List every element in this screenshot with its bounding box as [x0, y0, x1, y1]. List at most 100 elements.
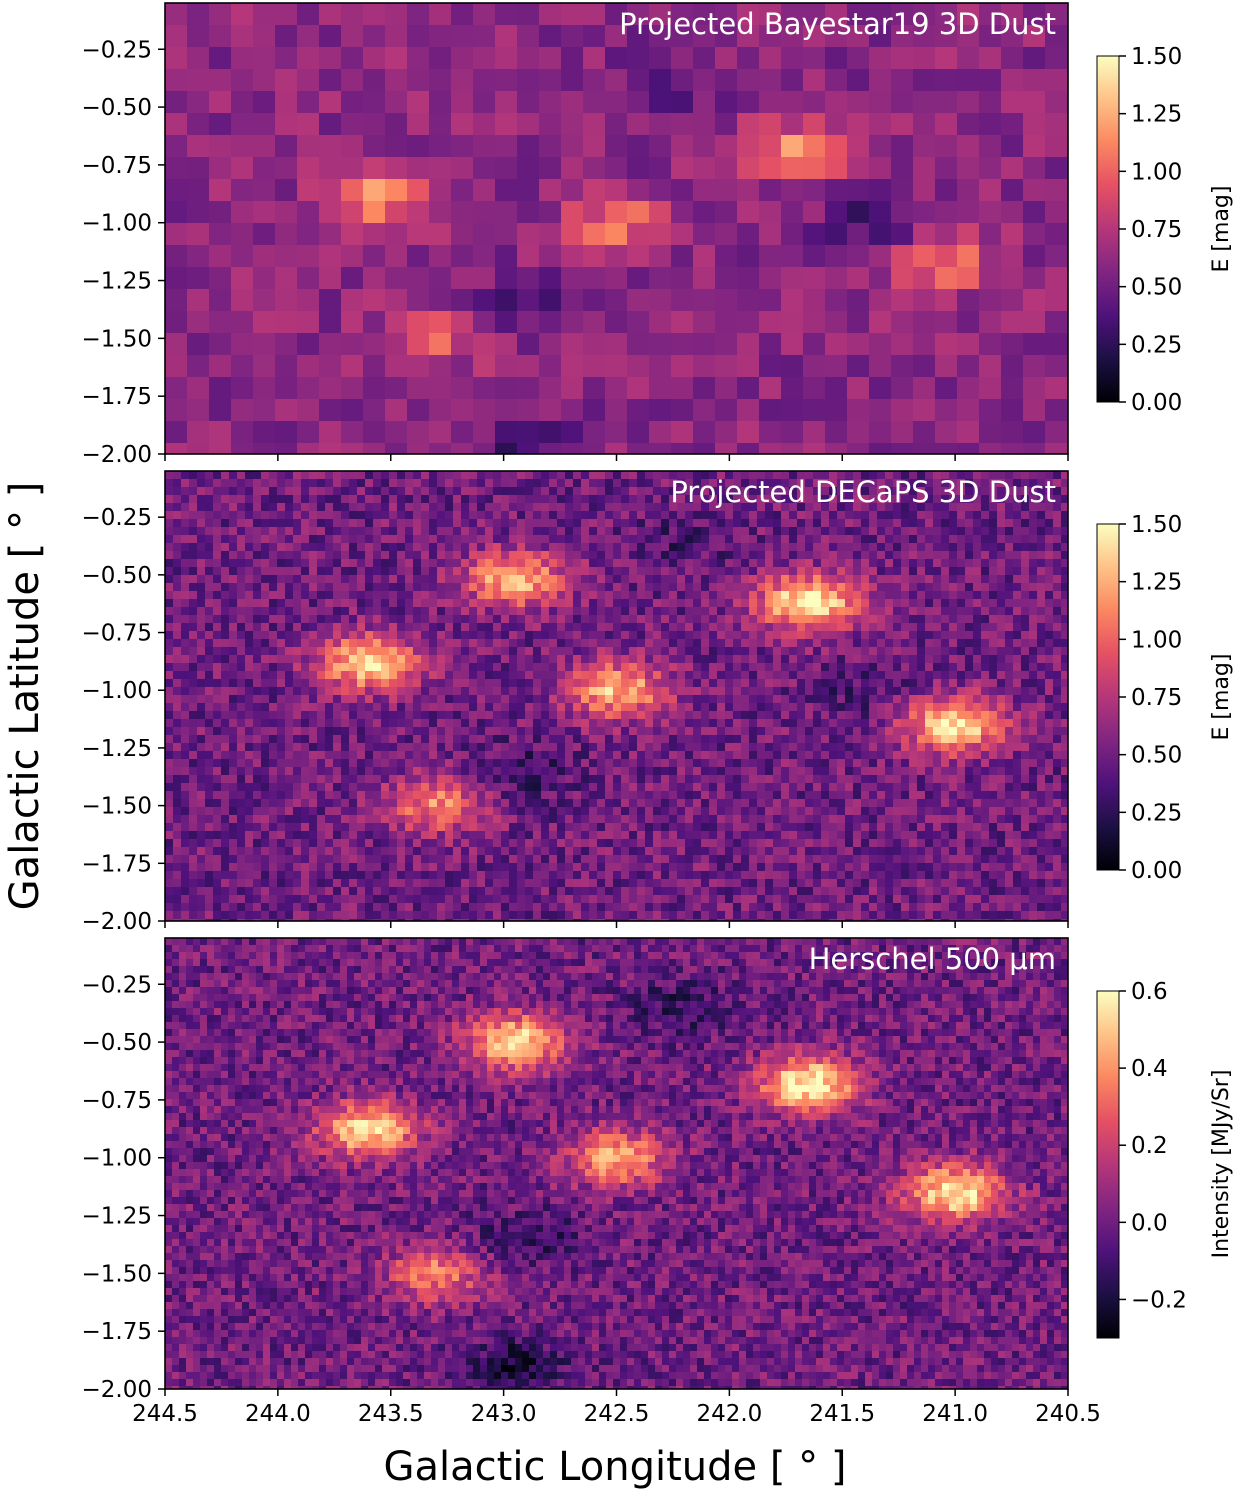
heatmap-cell	[197, 631, 206, 640]
heatmap-cell	[501, 567, 510, 576]
heatmap-cell	[637, 663, 646, 672]
heatmap-cell	[901, 735, 910, 744]
heatmap-cell	[285, 663, 294, 672]
heatmap-cell	[693, 201, 716, 224]
heatmap-cell	[981, 599, 990, 608]
heatmap-cell	[253, 655, 262, 664]
heatmap-cell	[1037, 703, 1046, 712]
heatmap-cell	[805, 647, 814, 656]
heatmap-cell	[629, 679, 638, 688]
heatmap-cell	[925, 719, 934, 728]
heatmap-cell	[501, 647, 510, 656]
heatmap-cell	[653, 639, 662, 648]
heatmap-cell	[913, 69, 936, 92]
heatmap-cell	[629, 703, 638, 712]
heatmap-cell	[829, 735, 838, 744]
heatmap-cell	[1001, 443, 1024, 455]
heatmap-cell	[725, 591, 734, 600]
heatmap-cell	[677, 591, 686, 600]
heatmap-cell	[933, 663, 942, 672]
heatmap-cell	[825, 377, 848, 400]
heatmap-cell	[925, 639, 934, 648]
heatmap-cell	[187, 179, 210, 202]
heatmap-cell	[261, 535, 270, 544]
heatmap-cell	[797, 607, 806, 616]
heatmap-cell	[333, 663, 342, 672]
heatmap-cell	[861, 543, 870, 552]
heatmap-cell	[1013, 511, 1022, 520]
heatmap-cell	[901, 639, 910, 648]
heatmap-cell	[935, 355, 958, 378]
heatmap-cell	[413, 487, 422, 496]
heatmap-cell	[365, 655, 374, 664]
heatmap-cell	[725, 727, 734, 736]
heatmap-cell	[693, 543, 702, 552]
heatmap-cell	[451, 47, 474, 70]
heatmap-cell	[421, 479, 430, 488]
heatmap-cell	[671, 289, 694, 312]
heatmap-cell	[1053, 567, 1062, 576]
heatmap-cell	[209, 267, 232, 290]
heatmap-cell	[805, 519, 814, 528]
heatmap-cell	[957, 559, 966, 568]
heatmap-cell	[297, 47, 320, 70]
heatmap-cell	[741, 559, 750, 568]
heatmap-cell	[421, 631, 430, 640]
heatmap-cell	[533, 511, 542, 520]
heatmap-cell	[541, 479, 550, 488]
heatmap-cell	[869, 157, 892, 180]
heatmap-cell	[893, 743, 902, 752]
heatmap-cell	[357, 471, 366, 480]
heatmap-cell	[501, 623, 510, 632]
heatmap-cell	[573, 663, 582, 672]
heatmap-cell	[205, 471, 214, 480]
heatmap-cell	[869, 567, 878, 576]
heatmap-cell	[437, 615, 446, 624]
heatmap-cell	[933, 607, 942, 616]
heatmap-cell	[1045, 479, 1054, 488]
heatmap-cell	[509, 655, 518, 664]
heatmap-cell	[237, 583, 246, 592]
heatmap-cell	[765, 623, 774, 632]
heatmap-cell	[1061, 527, 1069, 536]
heatmap-cell	[981, 623, 990, 632]
heatmap-cell	[701, 575, 710, 584]
heatmap-cell	[365, 735, 374, 744]
heatmap-cell	[453, 687, 462, 696]
heatmap-cell	[829, 711, 838, 720]
heatmap-cell	[245, 687, 254, 696]
heatmap-cell	[981, 535, 990, 544]
heatmap-cell	[847, 3, 870, 26]
heatmap-cell	[1053, 655, 1062, 664]
heatmap-cell	[813, 591, 822, 600]
heatmap-cell	[757, 599, 766, 608]
heatmap-cell	[661, 703, 670, 712]
heatmap-cell	[165, 719, 174, 728]
heatmap-cell	[581, 527, 590, 536]
heatmap-cell	[627, 443, 650, 455]
heatmap-cell	[493, 623, 502, 632]
heatmap-cell	[677, 543, 686, 552]
heatmap-cell	[373, 663, 382, 672]
heatmap-cell	[301, 583, 310, 592]
heatmap-cell	[869, 471, 878, 480]
heatmap-cell	[941, 583, 950, 592]
heatmap-cell	[725, 663, 734, 672]
heatmap-cell	[533, 735, 542, 744]
heatmap-cell	[1037, 639, 1046, 648]
heatmap-cell	[413, 647, 422, 656]
heatmap-cell	[389, 639, 398, 648]
heatmap-cell	[573, 615, 582, 624]
heatmap-cell	[517, 267, 540, 290]
heatmap-cell	[973, 591, 982, 600]
heatmap-cell	[165, 487, 174, 496]
heatmap-cell	[733, 695, 742, 704]
heatmap-cell	[561, 399, 584, 422]
heatmap-cell	[773, 471, 782, 480]
heatmap-cell	[989, 527, 998, 536]
heatmap-cell	[341, 377, 364, 400]
heatmap-cell	[1037, 623, 1046, 632]
heatmap-cell	[997, 559, 1006, 568]
heatmap-cell	[597, 503, 606, 512]
heatmap-cell	[825, 355, 848, 378]
